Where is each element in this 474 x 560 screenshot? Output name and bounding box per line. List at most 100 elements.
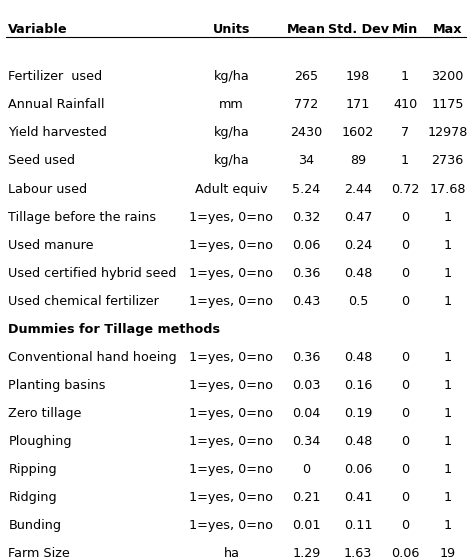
Text: 265: 265 — [294, 71, 319, 83]
Text: 198: 198 — [346, 71, 370, 83]
Text: 0: 0 — [401, 435, 409, 448]
Text: Adult equiv: Adult equiv — [195, 183, 268, 195]
Text: 1: 1 — [443, 435, 451, 448]
Text: 1=yes, 0=no: 1=yes, 0=no — [190, 211, 273, 223]
Text: Variable: Variable — [9, 23, 68, 36]
Text: Yield harvested: Yield harvested — [9, 127, 107, 139]
Text: 0.32: 0.32 — [292, 211, 321, 223]
Text: 2.44: 2.44 — [344, 183, 372, 195]
Text: kg/ha: kg/ha — [213, 71, 249, 83]
Text: 0.48: 0.48 — [344, 351, 372, 363]
Text: 0: 0 — [401, 519, 409, 532]
Text: 1=yes, 0=no: 1=yes, 0=no — [190, 407, 273, 420]
Text: 0.21: 0.21 — [292, 491, 321, 504]
Text: 0.04: 0.04 — [292, 407, 321, 420]
Text: 1: 1 — [443, 463, 451, 476]
Text: 0: 0 — [401, 407, 409, 420]
Text: 1=yes, 0=no: 1=yes, 0=no — [190, 435, 273, 448]
Text: Bunding: Bunding — [9, 519, 62, 532]
Text: Tillage before the rains: Tillage before the rains — [9, 211, 156, 223]
Text: 0.36: 0.36 — [292, 351, 321, 363]
Text: 1175: 1175 — [431, 99, 464, 111]
Text: 0: 0 — [401, 211, 409, 223]
Text: 0.48: 0.48 — [344, 267, 372, 279]
Text: 1: 1 — [443, 519, 451, 532]
Text: Used chemical fertilizer: Used chemical fertilizer — [9, 295, 159, 307]
Text: Min: Min — [392, 23, 418, 36]
Text: 2430: 2430 — [291, 127, 323, 139]
Text: Max: Max — [433, 23, 462, 36]
Text: Ridging: Ridging — [9, 491, 57, 504]
Text: 1=yes, 0=no: 1=yes, 0=no — [190, 239, 273, 251]
Text: 0: 0 — [401, 463, 409, 476]
Text: 1: 1 — [401, 71, 409, 83]
Text: 1.63: 1.63 — [344, 547, 372, 560]
Text: Fertilizer  used: Fertilizer used — [9, 71, 102, 83]
Text: 1=yes, 0=no: 1=yes, 0=no — [190, 463, 273, 476]
Text: 1: 1 — [443, 351, 451, 363]
Text: 1.29: 1.29 — [292, 547, 320, 560]
Text: Zero tillage: Zero tillage — [9, 407, 82, 420]
Text: kg/ha: kg/ha — [213, 127, 249, 139]
Text: 0.06: 0.06 — [292, 239, 321, 251]
Text: ha: ha — [223, 547, 239, 560]
Text: 1: 1 — [443, 211, 451, 223]
Text: 1=yes, 0=no: 1=yes, 0=no — [190, 379, 273, 392]
Text: 0.24: 0.24 — [344, 239, 372, 251]
Text: Ripping: Ripping — [9, 463, 57, 476]
Text: 89: 89 — [350, 155, 366, 167]
Text: 3200: 3200 — [431, 71, 464, 83]
Text: 1602: 1602 — [342, 127, 374, 139]
Text: kg/ha: kg/ha — [213, 155, 249, 167]
Text: Units: Units — [213, 23, 250, 36]
Text: 0: 0 — [401, 295, 409, 307]
Text: 171: 171 — [346, 99, 370, 111]
Text: Dummies for Tillage methods: Dummies for Tillage methods — [9, 323, 220, 335]
Text: 1: 1 — [443, 295, 451, 307]
Text: 1=yes, 0=no: 1=yes, 0=no — [190, 351, 273, 363]
Text: Annual Rainfall: Annual Rainfall — [9, 99, 105, 111]
Text: Mean: Mean — [287, 23, 326, 36]
Text: 0.06: 0.06 — [344, 463, 372, 476]
Text: 1=yes, 0=no: 1=yes, 0=no — [190, 491, 273, 504]
Text: 0.72: 0.72 — [391, 183, 419, 195]
Text: 0.47: 0.47 — [344, 211, 372, 223]
Text: 2736: 2736 — [431, 155, 464, 167]
Text: 0.43: 0.43 — [292, 295, 321, 307]
Text: 0.16: 0.16 — [344, 379, 372, 392]
Text: 1: 1 — [443, 407, 451, 420]
Text: Seed used: Seed used — [9, 155, 75, 167]
Text: 0.41: 0.41 — [344, 491, 372, 504]
Text: 1: 1 — [443, 239, 451, 251]
Text: 0.06: 0.06 — [391, 547, 419, 560]
Text: mm: mm — [219, 99, 244, 111]
Text: 0: 0 — [401, 239, 409, 251]
Text: Conventional hand hoeing: Conventional hand hoeing — [9, 351, 177, 363]
Text: 7: 7 — [401, 127, 409, 139]
Text: 0.01: 0.01 — [292, 519, 321, 532]
Text: 0: 0 — [401, 379, 409, 392]
Text: 17.68: 17.68 — [429, 183, 465, 195]
Text: 410: 410 — [393, 99, 417, 111]
Text: Farm Size: Farm Size — [9, 547, 70, 560]
Text: 1=yes, 0=no: 1=yes, 0=no — [190, 295, 273, 307]
Text: 1: 1 — [443, 379, 451, 392]
Text: Std. Dev: Std. Dev — [328, 23, 389, 36]
Text: 1: 1 — [443, 491, 451, 504]
Text: 12978: 12978 — [427, 127, 467, 139]
Text: Used certified hybrid seed: Used certified hybrid seed — [9, 267, 177, 279]
Text: Ploughing: Ploughing — [9, 435, 72, 448]
Text: 1: 1 — [443, 267, 451, 279]
Text: 0.11: 0.11 — [344, 519, 373, 532]
Text: 0: 0 — [401, 267, 409, 279]
Text: 0.36: 0.36 — [292, 267, 321, 279]
Text: Planting basins: Planting basins — [9, 379, 106, 392]
Text: Used manure: Used manure — [9, 239, 94, 251]
Text: 1: 1 — [401, 155, 409, 167]
Text: 0: 0 — [401, 351, 409, 363]
Text: 0: 0 — [401, 491, 409, 504]
Text: 0.19: 0.19 — [344, 407, 372, 420]
Text: 0.48: 0.48 — [344, 435, 372, 448]
Text: 0: 0 — [302, 463, 310, 476]
Text: 19: 19 — [439, 547, 456, 560]
